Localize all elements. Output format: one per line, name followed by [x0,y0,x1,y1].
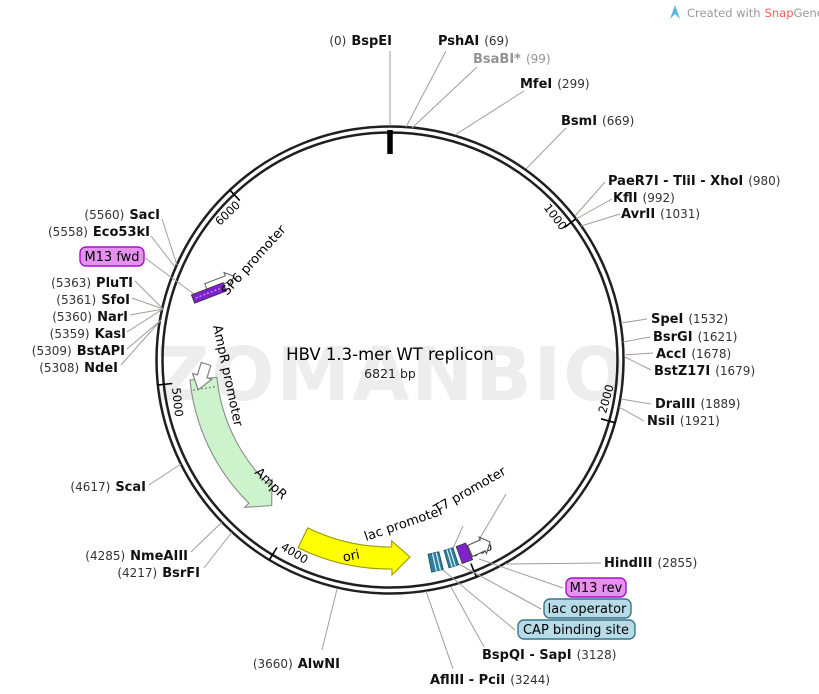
site-label-bspei: (0) BspEI [329,34,392,49]
tick-6000 [228,189,241,202]
leader-m13rev [478,558,564,589]
site-label-bspqi-sapi: BspQI - SapI (3128) [482,648,616,663]
leader-bsrfi [203,531,233,569]
leader-avrii [580,213,621,227]
feature-ampr-arrow [189,376,273,509]
leader-pshai [405,50,447,128]
leader-t7promoter [476,493,507,544]
feature-ampr-promoter-arrow [191,361,214,391]
plasmid-size: 6821 bp [364,366,416,381]
leader-bspqi [450,586,485,648]
leader-scai [148,463,182,486]
m13-fwd-box: M13 fwd [79,246,145,267]
site-label-kasi: (5359) KasI [50,327,126,342]
m13-rev-box-label: M13 rev [570,581,623,596]
leader-bstapi [126,319,162,350]
plasmid-ring-outer [155,125,625,595]
leader-kfli [575,198,613,220]
site-label-bstz17i: BstZ17I (1679) [654,364,755,379]
site-label-kfli: KflI (992) [613,191,675,206]
tick-4000 [268,547,278,561]
leader-saci [161,218,178,266]
label-ori: ori [341,547,361,565]
site-label-avrii: AvrII (1031) [621,207,700,222]
feature-sp6-promoter-arrow [190,282,227,304]
feature-cap-binding-site [427,551,444,573]
cap-binding-site-box: CAP binding site [517,619,636,640]
leader-bstz17i [624,356,652,371]
site-label-spei: SpeI (1532) [651,312,728,327]
m13-fwd-box-label: M13 fwd [84,250,139,265]
lac-operator-box-label: lac operator [548,602,627,617]
leader-hindiii [504,562,602,565]
site-label-nari: (5360) NarI [52,310,128,325]
site-label-afliii-pcii: AflIII - PciI (3244) [430,673,550,688]
feature-t7-promoter [455,542,474,565]
leader-draiii [620,398,652,405]
leader-eco53ki [150,235,176,268]
credit-text: Created withSnapGene® [687,6,819,20]
tick-1000 [563,217,577,229]
site-label-hindiii: HindIII (2855) [604,556,697,571]
leader-nmeaiii [190,521,223,553]
tick-3000 [470,563,478,578]
leader-sfoi [131,297,164,310]
site-label-acci: AccI (1678) [656,347,731,362]
leader-nari [129,308,164,316]
leader-m13fwd [144,257,195,295]
leader-paer7i [574,181,606,217]
leader-nsii [618,406,645,422]
site-label-nsii: NsiI (1921) [647,414,720,429]
tick-marks [157,189,616,578]
site-label-pshai: PshAI (69) [438,34,509,49]
cap-binding-site-box-label: CAP binding site [523,623,629,638]
feature-lac-operator [443,547,460,569]
site-label-bsrfi: (4217) BsrFI [117,566,200,581]
site-label-bsmi: BsmI (669) [561,114,634,129]
leader-lines [120,50,654,670]
leader-afliii [425,590,454,670]
site-label-nmeaiii: (4285) NmeAIII [85,549,188,564]
site-label-bsabi: BsaBI* (99) [473,52,551,67]
leader-acci [623,352,654,356]
leader-bsabi [411,66,478,129]
lac-operator-box: lac operator [543,598,632,619]
leader-mfei [454,90,525,136]
snapgene-logo-icon [670,5,680,19]
site-label-draiii: DraIII (1889) [655,397,740,412]
leader-kasi [126,308,164,333]
m13-rev-box: M13 rev [565,577,627,598]
site-label-bstapi: (5309) BstAPI [32,344,125,359]
feature-m13-rev-arrow [466,535,491,558]
leader-alwni [321,588,338,651]
leader-spei [620,318,648,324]
leader-bsmi [525,127,567,170]
leader-pluti [134,280,164,310]
site-label-mfei: MfeI (299) [520,77,590,92]
site-label-sfoi: (5361) SfoI [56,293,130,308]
site-label-pluti: (5363) PluTI [51,276,133,291]
site-label-scai: (4617) ScaI [70,480,146,495]
leader-ndei [120,319,162,366]
leader-lacoperator [452,560,542,610]
tick-5000 [157,382,173,386]
site-label-saci: (5560) SacI [84,208,160,223]
site-label-eco53ki: (5558) Eco53kI [48,225,150,240]
leader-capbindingsite [436,564,516,631]
tick-label-5000: 5000 [169,387,186,418]
credit: Created withSnapGene® [670,5,819,20]
feature-ori-arrow [297,527,411,577]
label-sp6-promoter: SP6 promoter [219,222,290,299]
leader-bsrgi [622,336,651,343]
watermark: ZOMANBIO [156,332,628,418]
tick-2000 [600,418,616,424]
site-label-ndei: (5308) NdeI [39,361,118,376]
site-label-paer7i-tlii-xhoi: PaeR7I - TliI - XhoI (980) [608,174,781,189]
plasmid-title: HBV 1.3-mer WT replicon [286,345,494,364]
label-t7-promoter: T7 promoter [431,464,510,518]
site-label-alwni: (3660) AlwNI [253,657,340,672]
site-label-bsrgi: BsrGI (1621) [653,330,737,345]
